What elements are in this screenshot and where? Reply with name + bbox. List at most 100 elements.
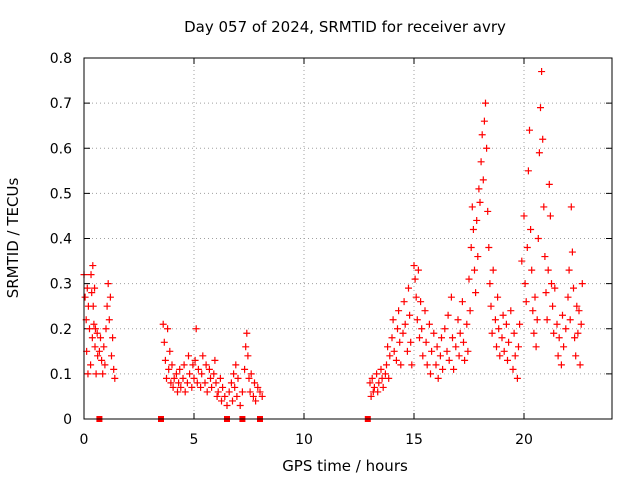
- data-point: [456, 329, 464, 337]
- data-point: [256, 388, 264, 396]
- data-point: [167, 379, 175, 387]
- data-point: [186, 370, 194, 378]
- data-point: [94, 352, 102, 360]
- data-point: [180, 361, 188, 369]
- data-point: [249, 392, 257, 400]
- data-point: [433, 343, 441, 351]
- data-point: [484, 207, 492, 215]
- chart-title: Day 057 of 2024, SRMTID for receiver avr…: [184, 18, 506, 36]
- data-point: [571, 334, 579, 342]
- data-point: [377, 365, 385, 373]
- data-point: [91, 325, 99, 333]
- data-point: [108, 352, 115, 360]
- data-point: [567, 203, 575, 211]
- data-point: [540, 203, 548, 211]
- data-point: [172, 370, 180, 378]
- data-point: [251, 379, 258, 387]
- y-tick-label: 0.8: [50, 51, 72, 67]
- data-point: [234, 374, 242, 382]
- data-point: [370, 383, 378, 391]
- data-point: [471, 266, 478, 274]
- data-point: [554, 352, 562, 360]
- data-point: [537, 104, 544, 112]
- data-point: [464, 347, 472, 355]
- data-point: [439, 365, 447, 373]
- data-point: [577, 320, 585, 328]
- data-point: [84, 370, 92, 378]
- data-point: [205, 365, 213, 373]
- data-point: [213, 392, 221, 400]
- data-point: [100, 343, 108, 351]
- data-point: [258, 392, 266, 400]
- data-point: [97, 334, 104, 342]
- data-point: [568, 248, 576, 256]
- data-point: [573, 302, 581, 310]
- data-point: [422, 338, 430, 346]
- data-point: [531, 293, 539, 301]
- data-point: [198, 370, 206, 378]
- data-point: [544, 266, 552, 274]
- data-point: [212, 379, 220, 387]
- data-point: [169, 383, 177, 391]
- data-point: [414, 266, 422, 274]
- data-point: [110, 365, 118, 373]
- data-point: [211, 356, 219, 364]
- data-point: [401, 320, 409, 328]
- x-tick-label: 5: [190, 432, 199, 448]
- data-point: [560, 343, 568, 351]
- data-point: [408, 361, 416, 369]
- data-point: [83, 284, 91, 292]
- data-point: [546, 212, 554, 220]
- data-point: [92, 370, 100, 378]
- data-point: [480, 117, 488, 125]
- data-point: [483, 144, 491, 152]
- y-tick-label: 0.7: [50, 96, 72, 112]
- data-point: [486, 280, 494, 288]
- data-point: [232, 361, 240, 369]
- data-point: [482, 99, 489, 107]
- data-point: [572, 352, 580, 360]
- data-point: [390, 347, 398, 355]
- data-point: [241, 365, 249, 373]
- data-point: [427, 370, 434, 378]
- data-point: [479, 176, 487, 184]
- data-point: [478, 131, 486, 139]
- y-tick-label: 0.4: [50, 232, 72, 248]
- data-point: [476, 198, 484, 206]
- data-point: [218, 397, 225, 405]
- data-point: [383, 361, 390, 369]
- data-point: [447, 293, 455, 301]
- data-point: [407, 338, 415, 346]
- data-point: [521, 280, 529, 288]
- data-point: [545, 180, 553, 188]
- data-point: [511, 352, 519, 360]
- data-point: [225, 388, 233, 396]
- data-point: [366, 379, 374, 387]
- data-point: [375, 379, 383, 387]
- data-point: [528, 266, 536, 274]
- x-axis-label: GPS time / hours: [282, 457, 408, 475]
- data-point: [445, 356, 453, 364]
- data-point: [498, 334, 506, 342]
- data-point: [181, 388, 189, 396]
- data-point: [159, 320, 167, 328]
- data-point: [535, 149, 543, 157]
- data-point: [578, 280, 586, 288]
- data-point: [500, 347, 508, 355]
- data-point: [491, 316, 499, 324]
- data-point: [246, 388, 254, 396]
- data-point: [252, 397, 260, 405]
- data-point: [101, 361, 109, 369]
- data-point: [394, 325, 401, 333]
- data-point: [548, 280, 555, 288]
- data-point: [463, 320, 471, 328]
- plot-frame: [83, 57, 613, 420]
- data-point: [185, 352, 192, 360]
- data-point: [467, 244, 475, 252]
- data-point: [216, 374, 224, 382]
- data-point: [233, 392, 241, 400]
- data-point: [189, 361, 197, 369]
- data-point: [164, 325, 172, 333]
- data-point: [388, 334, 396, 342]
